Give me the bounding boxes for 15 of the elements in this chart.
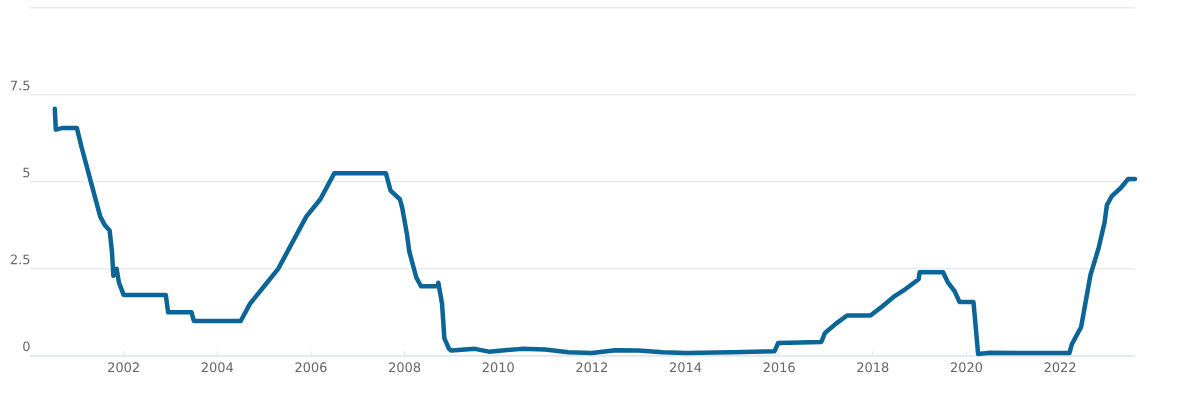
x-tick-label: 2020: [950, 362, 983, 373]
x-tick-label: 2006: [295, 362, 327, 373]
y-tick-label: 2.5: [10, 254, 30, 265]
x-tick-label: 2004: [201, 362, 234, 373]
x-tick-label: 2016: [763, 362, 795, 373]
y-tick-label: 7.5: [10, 80, 30, 91]
y-tick-label: 0: [23, 341, 30, 352]
x-tick-label: 2018: [857, 362, 889, 373]
x-tick-label: 2008: [389, 362, 421, 373]
x-tick-label: 2014: [669, 362, 702, 373]
y-tick-label: 5: [23, 167, 30, 178]
x-tick-label: 2022: [1044, 362, 1076, 373]
x-tick-label: 2002: [108, 362, 139, 373]
x-tick-label: 2012: [576, 362, 608, 373]
x-tick-label: 2010: [482, 362, 514, 373]
